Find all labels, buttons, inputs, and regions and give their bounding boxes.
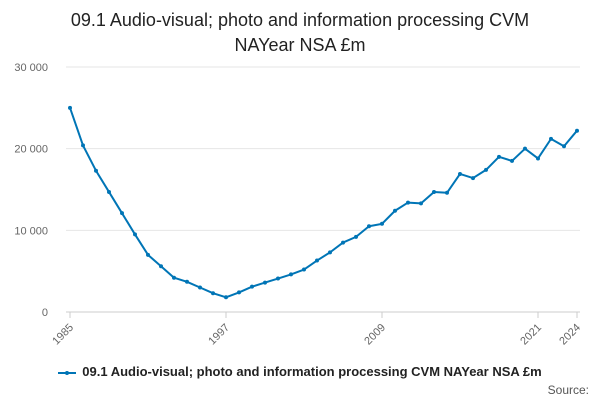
x-tick-label: 1997 bbox=[206, 322, 232, 348]
data-point[interactable] bbox=[250, 284, 254, 289]
data-point[interactable] bbox=[68, 105, 72, 110]
source-label: Source: bbox=[547, 383, 589, 397]
legend[interactable]: 09.1 Audio-visual; photo and information… bbox=[0, 364, 600, 379]
data-point[interactable] bbox=[107, 189, 111, 194]
y-axis-labels: 0 10 000 20 000 30 000 bbox=[14, 62, 48, 319]
data-point[interactable] bbox=[159, 264, 163, 269]
data-point[interactable] bbox=[419, 201, 423, 206]
data-point[interactable] bbox=[484, 167, 488, 172]
x-tick-label: 2009 bbox=[362, 322, 388, 348]
data-point[interactable] bbox=[458, 171, 462, 176]
data-point[interactable] bbox=[302, 267, 306, 272]
data-point[interactable] bbox=[575, 128, 579, 133]
data-point[interactable] bbox=[367, 224, 371, 229]
data-point[interactable] bbox=[172, 275, 176, 280]
data-point[interactable] bbox=[211, 291, 215, 296]
data-point[interactable] bbox=[198, 285, 202, 290]
y-tick-label: 20 000 bbox=[14, 144, 48, 156]
data-point[interactable] bbox=[341, 240, 345, 245]
series-line[interactable] bbox=[69, 107, 578, 299]
grid-lines bbox=[66, 66, 580, 231]
data-point[interactable] bbox=[393, 208, 397, 213]
x-tick-label: 2021 bbox=[518, 322, 544, 348]
y-tick-label: 30 000 bbox=[14, 62, 48, 74]
data-point[interactable] bbox=[354, 234, 358, 239]
data-point[interactable] bbox=[185, 279, 189, 284]
chart-title-line-1: 09.1 Audio-visual; photo and information… bbox=[70, 10, 530, 30]
chart-title-line-2: NAYear NSA £m bbox=[234, 35, 366, 55]
data-point[interactable] bbox=[445, 190, 449, 195]
data-point[interactable] bbox=[133, 232, 137, 237]
data-point[interactable] bbox=[94, 168, 98, 173]
data-point[interactable] bbox=[81, 143, 85, 148]
data-point[interactable] bbox=[328, 250, 332, 255]
legend-label: 09.1 Audio-visual; photo and information… bbox=[82, 364, 542, 379]
data-point[interactable] bbox=[263, 280, 267, 285]
data-point[interactable] bbox=[120, 211, 124, 216]
data-point[interactable] bbox=[432, 189, 436, 194]
data-point[interactable] bbox=[276, 276, 280, 281]
data-point[interactable] bbox=[224, 295, 228, 300]
legend-line-marker-icon bbox=[58, 368, 77, 378]
data-point[interactable] bbox=[289, 272, 293, 277]
data-point[interactable] bbox=[380, 221, 384, 226]
data-point[interactable] bbox=[315, 258, 319, 263]
data-point[interactable] bbox=[237, 290, 241, 295]
data-point[interactable] bbox=[406, 200, 410, 205]
y-tick-label: 10 000 bbox=[14, 225, 48, 237]
data-point[interactable] bbox=[536, 156, 540, 161]
data-point[interactable] bbox=[562, 144, 566, 149]
y-tick-label: 0 bbox=[42, 307, 48, 319]
data-point[interactable] bbox=[523, 146, 527, 151]
data-point[interactable] bbox=[549, 136, 553, 141]
data-point[interactable] bbox=[146, 252, 150, 257]
data-point[interactable] bbox=[471, 176, 475, 181]
data-point[interactable] bbox=[497, 154, 501, 159]
x-axis: 1985 1997 2009 2021 2024 bbox=[50, 311, 583, 348]
data-point[interactable] bbox=[510, 158, 514, 163]
series-group[interactable] bbox=[68, 105, 579, 300]
chart-title: 09.1 Audio-visual; photo and information… bbox=[0, 8, 600, 58]
x-tick-label: 1985 bbox=[50, 322, 76, 348]
x-tick-label: 2024 bbox=[557, 322, 583, 348]
